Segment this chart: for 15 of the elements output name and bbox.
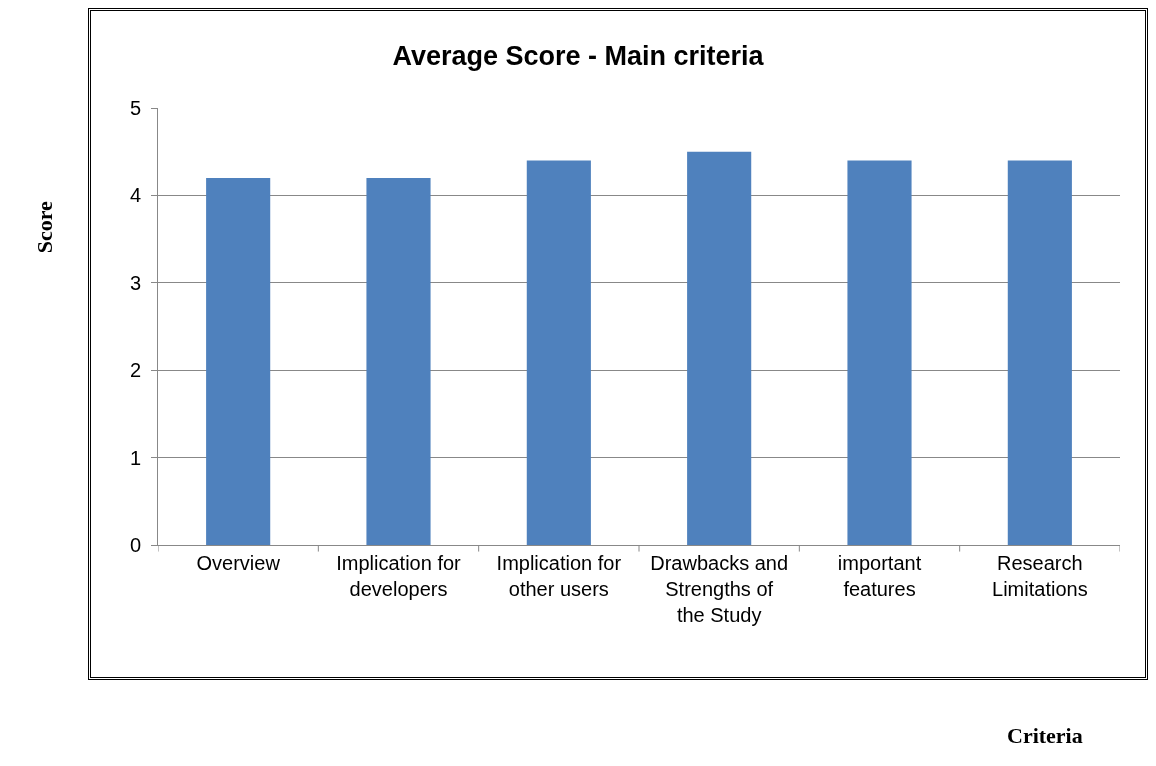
x-tick-label: Overview [196, 552, 281, 574]
y-tick-label: 0 [129, 534, 141, 556]
y-tick-label: 2 [129, 359, 141, 382]
x-tick-label: Implication for other users [496, 552, 622, 600]
y-tick-label: 4 [129, 184, 141, 207]
x-tick-label: Drawbacks and Strengths of the Study [650, 552, 789, 626]
x-axis-title: Criteria [1007, 723, 1083, 748]
y-tick-label: 5 [129, 97, 141, 119]
x-tick-label: Research Limitations [992, 552, 1088, 600]
chart-title: Average Score - Main criteria [392, 40, 765, 71]
y-axis-title: Score [31, 200, 57, 254]
x-tick-label: important features [837, 552, 922, 600]
x-tick-label: Implication for developers [336, 552, 462, 600]
y-tick-label: 1 [129, 446, 141, 469]
y-tick-label: 3 [129, 271, 141, 294]
